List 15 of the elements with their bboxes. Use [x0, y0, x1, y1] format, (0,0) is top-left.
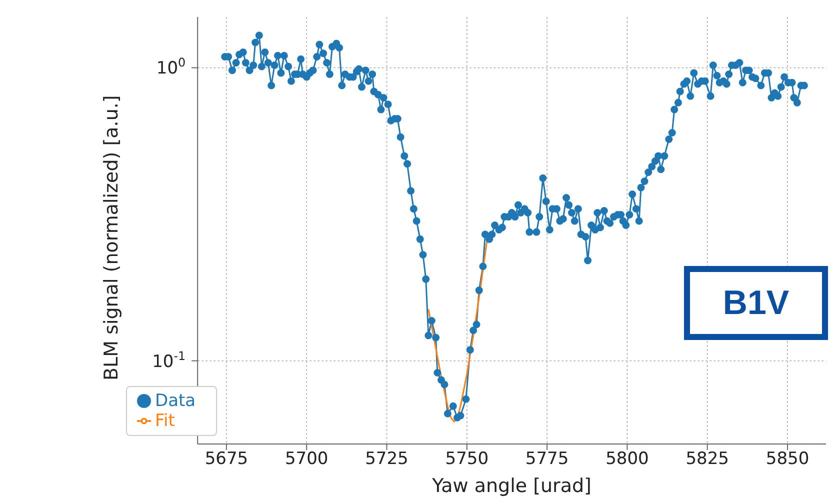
x-tick-label: 5825 — [686, 449, 730, 470]
x-axis-title: Yaw angle [urad] — [431, 475, 592, 497]
x-tick-label: 5700 — [284, 449, 328, 470]
x-tick-label: 5850 — [766, 449, 810, 470]
x-tick-label: 5725 — [365, 449, 408, 470]
x-tick-label: 5675 — [204, 449, 248, 470]
y-axis-title: BLM signal (normalized) [a.u.] — [100, 95, 122, 380]
annotation: B1V — [684, 266, 828, 340]
y-tick-label: 10$^{0}$ — [156, 56, 186, 79]
x-tick-label: 5775 — [525, 449, 569, 470]
legend-label: Fit — [155, 411, 175, 431]
legend-label: Data — [155, 391, 196, 411]
x-tick-label: 5750 — [445, 449, 489, 470]
x-tick-label: 5800 — [606, 449, 649, 470]
y-tick-label: 10$^{-1}$ — [152, 348, 186, 372]
